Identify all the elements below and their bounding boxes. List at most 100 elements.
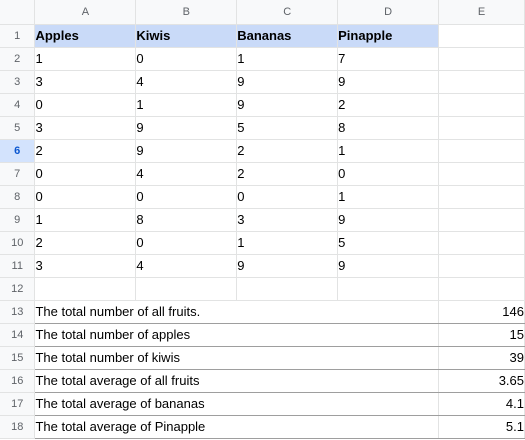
cell-e11[interactable] xyxy=(439,254,525,277)
cell-d11[interactable]: 9 xyxy=(338,254,439,277)
cell-d6[interactable]: 1 xyxy=(338,139,439,162)
row-header-11[interactable]: 11 xyxy=(0,254,35,277)
cell-c7[interactable]: 2 xyxy=(237,162,338,185)
cell-a2[interactable]: 1 xyxy=(35,47,136,70)
cell-c9[interactable]: 3 xyxy=(237,208,338,231)
cell-b6[interactable]: 9 xyxy=(136,139,237,162)
cell-d10[interactable]: 5 xyxy=(338,231,439,254)
cell-d7[interactable]: 0 xyxy=(338,162,439,185)
cell-c10[interactable]: 1 xyxy=(237,231,338,254)
cell-a8[interactable]: 0 xyxy=(35,185,136,208)
column-header-e[interactable]: E xyxy=(439,0,525,24)
summary-label[interactable]: The total average of all fruits xyxy=(35,369,439,392)
summary-label[interactable]: The total number of all fruits. xyxy=(35,300,439,323)
cell-b8[interactable]: 0 xyxy=(136,185,237,208)
cell-b4[interactable]: 1 xyxy=(136,93,237,116)
column-header-c[interactable]: C xyxy=(237,0,338,24)
cell-e8[interactable] xyxy=(439,185,525,208)
cell-e4[interactable] xyxy=(439,93,525,116)
cell-c4[interactable]: 9 xyxy=(237,93,338,116)
row-header-8[interactable]: 8 xyxy=(0,185,35,208)
cell-a11[interactable]: 3 xyxy=(35,254,136,277)
cell-b5[interactable]: 9 xyxy=(136,116,237,139)
row-header-4[interactable]: 4 xyxy=(0,93,35,116)
summary-value[interactable]: 15 xyxy=(439,323,525,346)
cell-e5[interactable] xyxy=(439,116,525,139)
select-all-corner[interactable] xyxy=(0,0,35,24)
cell-b11[interactable]: 4 xyxy=(136,254,237,277)
summary-value[interactable]: 4.1 xyxy=(439,392,525,415)
summary-value[interactable]: 3.65 xyxy=(439,369,525,392)
cell-c12[interactable] xyxy=(237,277,338,300)
summary-label[interactable]: The total average of Pinapple xyxy=(35,415,439,438)
summary-value[interactable]: 146 xyxy=(439,300,525,323)
cell-b7[interactable]: 4 xyxy=(136,162,237,185)
cell-b3[interactable]: 4 xyxy=(136,70,237,93)
row-header-3[interactable]: 3 xyxy=(0,70,35,93)
row-header-12[interactable]: 12 xyxy=(0,277,35,300)
cell-c3[interactable]: 9 xyxy=(237,70,338,93)
summary-label[interactable]: The total number of kiwis xyxy=(35,346,439,369)
cell-d9[interactable]: 9 xyxy=(338,208,439,231)
cell-e7[interactable] xyxy=(439,162,525,185)
cell-a6[interactable]: 2 xyxy=(35,139,136,162)
header-cell-d1[interactable]: Pinapple xyxy=(338,24,439,47)
row-header-13[interactable]: 13 xyxy=(0,300,35,323)
cell-d3[interactable]: 9 xyxy=(338,70,439,93)
cell-b12[interactable] xyxy=(136,277,237,300)
cell-c6[interactable]: 2 xyxy=(237,139,338,162)
summary-label[interactable]: The total average of bananas xyxy=(35,392,439,415)
cell-b9[interactable]: 8 xyxy=(136,208,237,231)
cell-e10[interactable] xyxy=(439,231,525,254)
cell-e6[interactable] xyxy=(439,139,525,162)
row-header-14[interactable]: 14 xyxy=(0,323,35,346)
summary-value[interactable]: 5.1 xyxy=(439,415,525,438)
row-header-9[interactable]: 9 xyxy=(0,208,35,231)
row-header-15[interactable]: 15 xyxy=(0,346,35,369)
column-header-a[interactable]: A xyxy=(35,0,136,24)
row-header-10[interactable]: 10 xyxy=(0,231,35,254)
row-header-17[interactable]: 17 xyxy=(0,392,35,415)
cell-b10[interactable]: 0 xyxy=(136,231,237,254)
cell-d12[interactable] xyxy=(338,277,439,300)
header-cell-a1[interactable]: Apples xyxy=(35,24,136,47)
column-header-d[interactable]: D xyxy=(338,0,439,24)
cell-e12[interactable] xyxy=(439,277,525,300)
cell-c2[interactable]: 1 xyxy=(237,47,338,70)
cell-d8[interactable]: 1 xyxy=(338,185,439,208)
row-header-5[interactable]: 5 xyxy=(0,116,35,139)
cell-a12[interactable] xyxy=(35,277,136,300)
row-header-18[interactable]: 18 xyxy=(0,415,35,438)
cell-a4[interactable]: 0 xyxy=(35,93,136,116)
row-header-6[interactable]: 6 xyxy=(0,139,35,162)
row-header-1[interactable]: 1 xyxy=(0,24,35,47)
cell-e2[interactable] xyxy=(439,47,525,70)
cell-a7[interactable]: 0 xyxy=(35,162,136,185)
cell-a9[interactable]: 1 xyxy=(35,208,136,231)
cell-e9[interactable] xyxy=(439,208,525,231)
cell-d2[interactable]: 7 xyxy=(338,47,439,70)
sheet-row: 10 2 0 1 5 xyxy=(0,231,525,254)
cell-e1[interactable] xyxy=(439,24,525,47)
row-header-7[interactable]: 7 xyxy=(0,162,35,185)
summary-label[interactable]: The total number of apples xyxy=(35,323,439,346)
cell-a10[interactable]: 2 xyxy=(35,231,136,254)
cell-d5[interactable]: 8 xyxy=(338,116,439,139)
column-header-b[interactable]: B xyxy=(136,0,237,24)
cell-b2[interactable]: 0 xyxy=(136,47,237,70)
cell-c5[interactable]: 5 xyxy=(237,116,338,139)
row-header-16[interactable]: 16 xyxy=(0,369,35,392)
cell-a3[interactable]: 3 xyxy=(35,70,136,93)
cell-e3[interactable] xyxy=(439,70,525,93)
header-cell-c1[interactable]: Bananas xyxy=(237,24,338,47)
cell-d4[interactable]: 2 xyxy=(338,93,439,116)
cell-c8[interactable]: 0 xyxy=(237,185,338,208)
header-cell-b1[interactable]: Kiwis xyxy=(136,24,237,47)
row-header-2[interactable]: 2 xyxy=(0,47,35,70)
cell-a5[interactable]: 3 xyxy=(35,116,136,139)
cell-c11[interactable]: 9 xyxy=(237,254,338,277)
sheet-row: 16 The total average of all fruits 3.65 xyxy=(0,369,525,392)
summary-value[interactable]: 39 xyxy=(439,346,525,369)
